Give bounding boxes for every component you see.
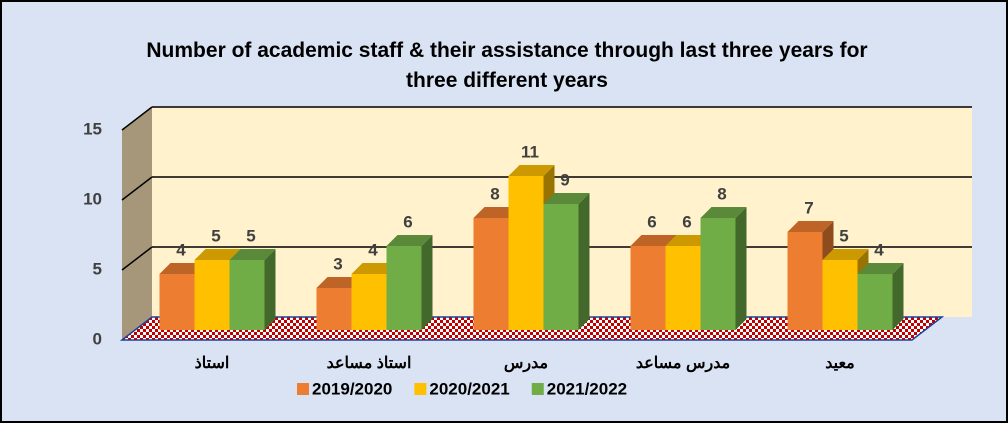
data-label: 9 (560, 170, 569, 189)
data-label: 4 (874, 240, 884, 259)
data-label: 4 (176, 240, 186, 259)
data-label: 8 (717, 184, 726, 203)
bar-front (787, 232, 823, 330)
legend-label: 2019/2020 (312, 379, 392, 398)
bar-top (316, 277, 363, 288)
bar (386, 235, 433, 330)
data-label: 6 (647, 212, 656, 231)
grid-line (121, 176, 153, 201)
bar-front (351, 274, 387, 330)
data-label: 4 (368, 240, 378, 259)
bar-top (473, 207, 520, 218)
bar-front (159, 274, 195, 330)
data-label: 5 (246, 226, 255, 245)
data-label: 3 (333, 254, 342, 273)
y-tick-label: 10 (83, 189, 102, 208)
bar-side (264, 249, 276, 330)
y-tick-label: 0 (93, 329, 102, 348)
legend-swatch (414, 383, 427, 395)
bar-front (508, 176, 544, 330)
bar (229, 249, 276, 330)
bar-top (787, 221, 834, 232)
data-label: 7 (804, 198, 813, 217)
x-tick-label: استاذ (195, 355, 230, 372)
bar-top (665, 235, 712, 246)
bar-top (159, 263, 206, 274)
bar-top (386, 235, 433, 246)
data-label: 5 (839, 226, 848, 245)
grid-line (121, 106, 153, 131)
bar-side (421, 235, 433, 330)
legend-swatch (531, 383, 544, 395)
bar-front (194, 260, 230, 330)
bar-front (630, 246, 666, 330)
bar-top (508, 165, 555, 176)
side-wall (122, 107, 152, 340)
bar-top (194, 249, 241, 260)
x-tick-label: مدرس مساعد (636, 355, 730, 373)
bar-top (630, 235, 677, 246)
bar-front (857, 274, 893, 330)
data-label: 5 (211, 226, 220, 245)
y-tick-label: 5 (93, 259, 102, 278)
bar-top (543, 193, 590, 204)
bar-front (316, 288, 352, 330)
bar-side (735, 207, 747, 330)
bar-top (229, 249, 276, 260)
bar-top (857, 263, 904, 274)
bar-top (700, 207, 747, 218)
legend-label: 2021/2022 (547, 379, 627, 398)
x-tick-label: معيد (825, 355, 855, 372)
bar-front (473, 218, 509, 330)
bar-front (229, 260, 265, 330)
grid-line (121, 246, 153, 271)
x-tick-label: استاذ مساعد (327, 355, 412, 372)
data-label: 6 (682, 212, 691, 231)
x-tick-label: مدرس (504, 355, 548, 373)
bar-side (578, 193, 590, 330)
data-label: 11 (521, 142, 539, 161)
bar-front (822, 260, 858, 330)
legend-label: 2020/2021 (429, 379, 509, 398)
bar (543, 193, 590, 330)
data-label: 6 (403, 212, 412, 231)
bar-front (700, 218, 736, 330)
bar-top (351, 263, 398, 274)
bar-front (665, 246, 701, 330)
bar (857, 263, 904, 330)
y-tick-label: 15 (83, 119, 102, 138)
bar-side (892, 263, 904, 330)
legend-swatch (297, 383, 309, 395)
bar-top (822, 249, 869, 260)
chart-title: Number of academic staff & their assista… (146, 39, 868, 92)
data-label: 8 (490, 184, 499, 203)
bar-front (386, 246, 422, 330)
bar (700, 207, 747, 330)
bar-front (543, 204, 579, 330)
